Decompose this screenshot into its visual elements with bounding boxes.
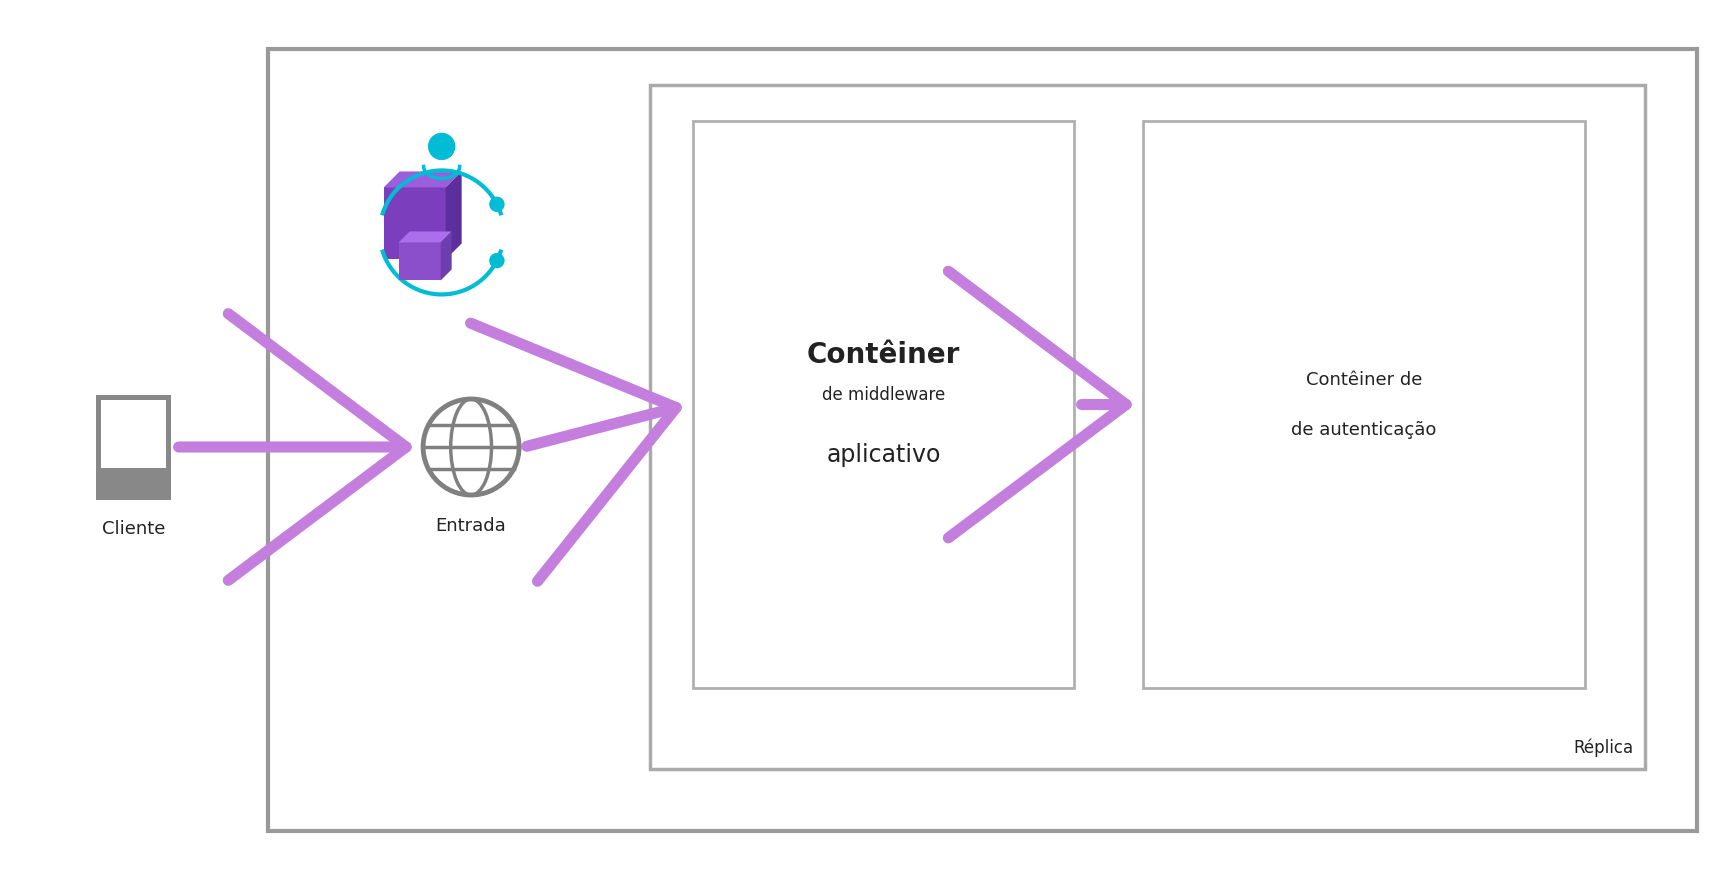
FancyBboxPatch shape xyxy=(100,400,166,468)
Polygon shape xyxy=(398,242,440,281)
Text: Réplica: Réplica xyxy=(1573,738,1633,757)
Circle shape xyxy=(142,404,152,414)
FancyBboxPatch shape xyxy=(650,85,1645,769)
Text: aplicativo: aplicativo xyxy=(826,443,940,467)
Polygon shape xyxy=(440,232,452,281)
Text: Entrada: Entrada xyxy=(436,517,506,535)
Circle shape xyxy=(490,254,504,267)
Text: Cliente: Cliente xyxy=(102,519,165,537)
Polygon shape xyxy=(445,172,462,259)
Circle shape xyxy=(114,404,125,414)
Text: Contêiner: Contêiner xyxy=(807,341,960,368)
FancyBboxPatch shape xyxy=(95,394,171,500)
FancyBboxPatch shape xyxy=(693,121,1074,688)
Text: Contêiner de: Contêiner de xyxy=(1306,370,1422,389)
Circle shape xyxy=(428,133,456,159)
Circle shape xyxy=(128,404,139,414)
Polygon shape xyxy=(398,232,452,242)
Text: de middleware: de middleware xyxy=(821,385,946,403)
Text: de autenticação: de autenticação xyxy=(1292,420,1436,439)
Polygon shape xyxy=(385,172,462,188)
Circle shape xyxy=(490,198,504,211)
FancyBboxPatch shape xyxy=(1143,121,1585,688)
FancyBboxPatch shape xyxy=(268,49,1697,831)
Polygon shape xyxy=(385,188,445,259)
